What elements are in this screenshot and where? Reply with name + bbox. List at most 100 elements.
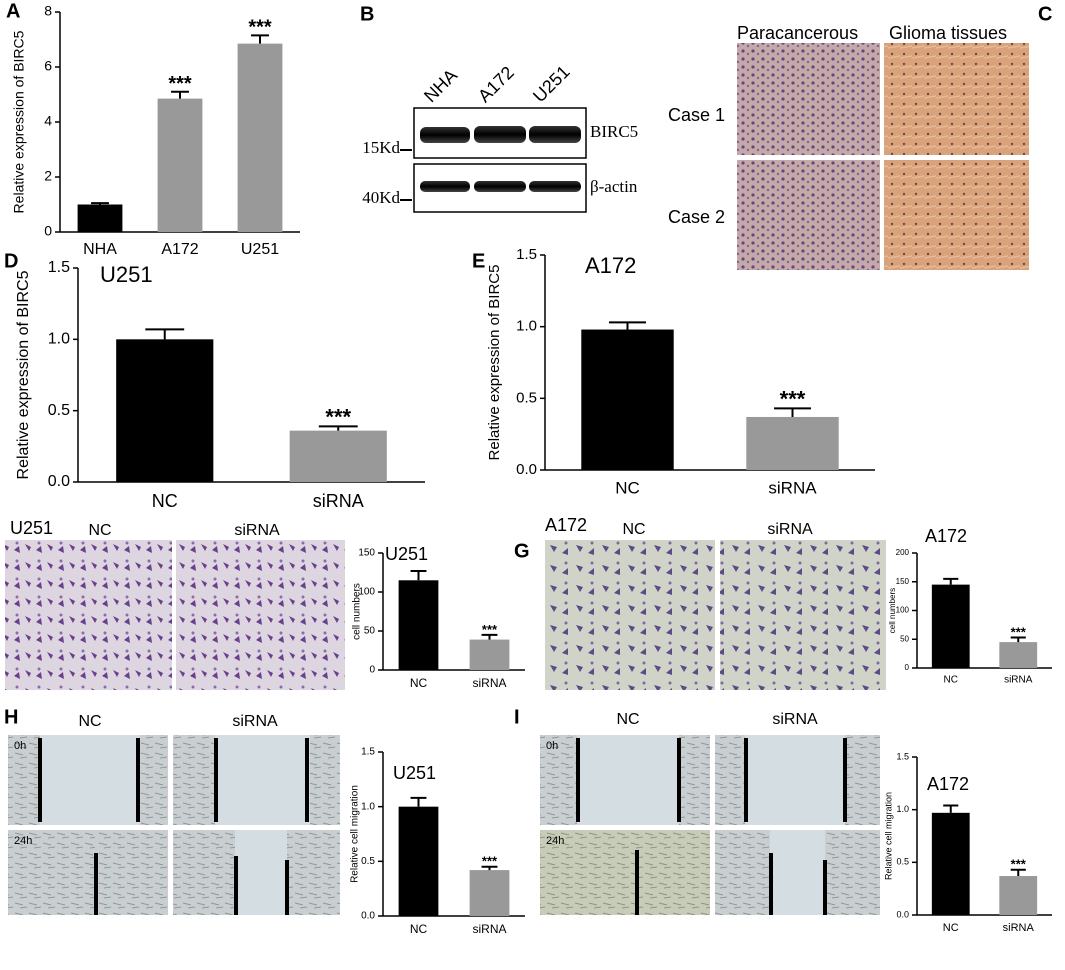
- y-tick-label: 1.0: [48, 331, 70, 348]
- significance-label: ***: [1011, 624, 1027, 639]
- bar: [581, 329, 674, 470]
- protein-label: β-actin: [590, 177, 638, 196]
- panel-label: B: [360, 3, 374, 25]
- y-tick-label: 0.5: [361, 856, 375, 867]
- x-tick-label: NC: [410, 922, 428, 936]
- bar: [999, 876, 1038, 915]
- bar: [469, 639, 510, 670]
- chart-title: A172: [927, 774, 969, 794]
- cell-line-label: U251: [10, 518, 53, 538]
- row-label: Case 2: [668, 207, 725, 227]
- x-tick-label: A172: [161, 241, 198, 258]
- panel-label: D: [4, 250, 18, 272]
- error-bar: [609, 321, 646, 330]
- error-bar: [145, 328, 185, 340]
- error-bar: [943, 804, 959, 813]
- y-tick-label: 1.0: [516, 318, 537, 335]
- y-tick-label: 150: [896, 577, 910, 586]
- time-label: 0h: [14, 740, 26, 752]
- y-tick-label: 50: [364, 626, 376, 637]
- x-tick-label: siRNA: [472, 922, 506, 936]
- y-tick-label: 1.5: [48, 259, 70, 276]
- significance-label: ***: [325, 404, 351, 429]
- error-bar: [1010, 636, 1026, 643]
- y-axis-label: Relative cell migration: [350, 785, 361, 883]
- lane-label: NHA: [420, 65, 461, 106]
- lane-label: A172: [474, 62, 518, 106]
- x-tick-label: siRNA: [472, 676, 506, 690]
- y-axis-label: Relative expression of BIRC5: [15, 270, 32, 479]
- panel-label: A: [6, 0, 20, 22]
- x-tick-label: NC: [943, 922, 959, 934]
- y-tick-label: 1.0: [361, 801, 375, 812]
- bar: [157, 98, 203, 232]
- bar: [398, 806, 439, 916]
- column-label: Glioma tissues: [889, 23, 1007, 43]
- bar: [289, 430, 387, 482]
- error-bar: [410, 569, 427, 581]
- error-bar: [481, 633, 498, 640]
- chart-title: U251: [100, 262, 153, 287]
- x-tick-label: U251: [241, 241, 279, 258]
- chart-title: U251: [393, 763, 436, 783]
- y-tick-label: 4: [44, 113, 52, 129]
- panel-label: G: [514, 540, 530, 562]
- y-axis-label: Relative expression of BIRC5: [11, 30, 27, 213]
- y-tick-label: 0.0: [361, 911, 375, 922]
- ihc-image: [737, 43, 880, 155]
- significance-label: ***: [482, 854, 498, 869]
- y-tick-label: 1.5: [361, 747, 375, 758]
- panel-label: I: [514, 706, 520, 728]
- column-label: siRNA: [232, 713, 278, 730]
- y-tick-label: 0.0: [896, 909, 909, 919]
- x-tick-label: siRNA: [1004, 675, 1033, 686]
- y-tick-label: 1.0: [896, 804, 909, 814]
- bar: [931, 584, 970, 668]
- panel-label: E: [472, 250, 485, 272]
- y-tick-label: 50: [900, 634, 909, 643]
- bar: [999, 642, 1038, 668]
- wound-images: [8, 735, 340, 915]
- column-label: NC: [78, 713, 101, 730]
- transwell-image: [720, 540, 886, 690]
- protein-label: BIRC5: [590, 122, 638, 141]
- western-blot: [400, 107, 587, 213]
- significance-label: ***: [248, 17, 272, 39]
- y-tick-label: 8: [44, 3, 52, 19]
- cell-line-label: A172: [545, 515, 587, 535]
- y-axis-label: cell numbers: [352, 583, 363, 640]
- ihc-image: [884, 160, 1029, 270]
- x-tick-label: NC: [615, 478, 640, 497]
- column-label: NC: [616, 711, 639, 728]
- error-bar: [1010, 868, 1026, 877]
- bar: [931, 812, 970, 915]
- significance-label: ***: [1011, 857, 1027, 872]
- error-bar: [171, 90, 189, 99]
- y-axis-label: Relative expression of BIRC5: [486, 265, 503, 461]
- y-tick-label: 1.5: [516, 246, 537, 263]
- x-tick-label: NHA: [83, 241, 117, 258]
- x-tick-label: NC: [944, 675, 958, 686]
- marker-label: 40Kd: [362, 188, 400, 207]
- marker-label: 15Kd: [362, 138, 400, 157]
- chart-title: A172: [585, 253, 636, 278]
- error-bar: [91, 202, 109, 205]
- ihc-image: [737, 160, 880, 270]
- y-tick-label: 0.5: [48, 402, 70, 419]
- column-label: NC: [622, 521, 645, 538]
- column-label: siRNA: [767, 521, 813, 538]
- y-tick-label: 200: [896, 548, 910, 557]
- column-label: siRNA: [234, 522, 280, 539]
- bar: [469, 870, 510, 916]
- y-tick-label: 0: [44, 223, 52, 239]
- y-tick-label: 0.0: [48, 473, 70, 490]
- y-tick-label: 2: [44, 168, 52, 184]
- y-tick-label: 1.5: [896, 751, 909, 761]
- y-tick-label: 0.0: [516, 461, 537, 478]
- bar: [237, 43, 283, 232]
- significance-label: ***: [168, 73, 192, 95]
- y-tick-label: 0: [369, 665, 375, 676]
- significance-label: ***: [482, 622, 498, 637]
- time-label: 24h: [14, 835, 32, 847]
